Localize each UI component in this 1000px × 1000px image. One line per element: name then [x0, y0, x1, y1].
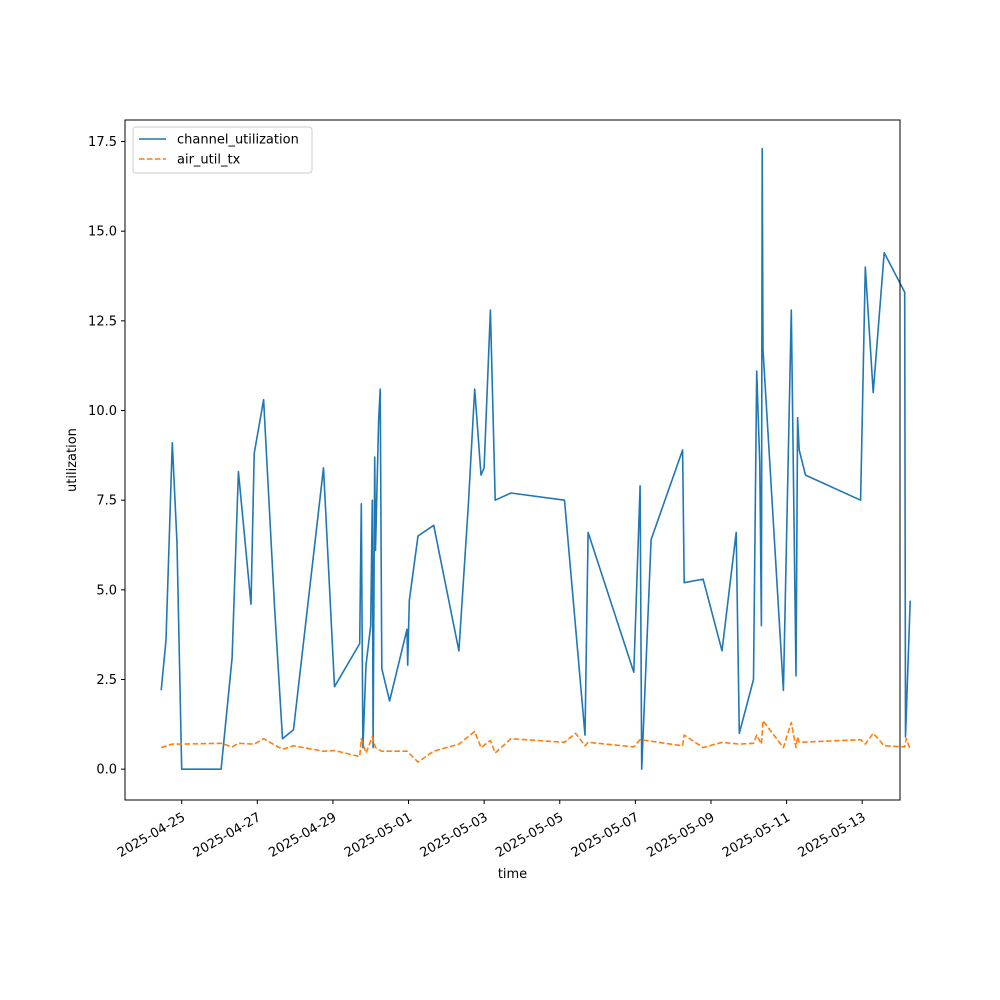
y-tick-label: 5.0	[96, 583, 117, 598]
series-line-air-util-tx	[160, 719, 911, 763]
x-axis-label: time	[498, 867, 527, 882]
series-layer	[160, 147, 911, 770]
y-tick-label: 12.5	[88, 314, 117, 329]
legend-label: air_util_tx	[177, 153, 241, 168]
y-tick-label: 15.0	[88, 225, 117, 240]
plot-frame	[124, 119, 901, 801]
legend-label: channel_utilization	[177, 133, 299, 148]
legend: channel_utilization air_util_tx	[132, 126, 313, 174]
y-tick-label: 7.5	[96, 494, 117, 509]
y-axis: 0.0 2.5 5.0 7.5 10.0 12.5 15.0 17.5	[88, 135, 125, 778]
y-tick-label: 17.5	[88, 135, 117, 150]
y-tick-label: 2.5	[96, 673, 117, 688]
y-axis-label: utilization	[65, 428, 80, 492]
y-tick-label: 0.0	[96, 763, 117, 778]
series-line-channel-utilization	[160, 147, 911, 770]
legend-box	[132, 126, 313, 174]
y-tick-label: 10.0	[88, 404, 117, 419]
